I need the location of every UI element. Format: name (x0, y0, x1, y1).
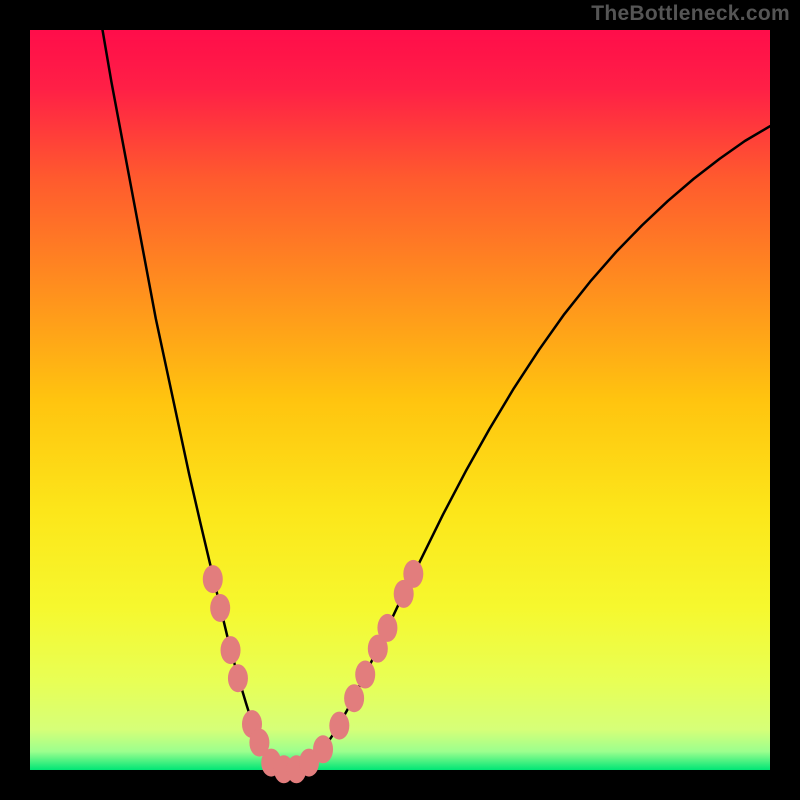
data-point (355, 661, 375, 689)
data-point (221, 636, 241, 664)
data-point (344, 684, 364, 712)
gradient-background (30, 30, 770, 770)
data-point (403, 560, 423, 588)
chart-svg (0, 0, 800, 800)
chart-container: TheBottleneck.com (0, 0, 800, 800)
data-point (228, 664, 248, 692)
data-point (377, 614, 397, 642)
data-point (203, 565, 223, 593)
data-point (313, 735, 333, 763)
data-point (210, 594, 230, 622)
watermark-text: TheBottleneck.com (591, 2, 790, 26)
data-point (329, 712, 349, 740)
